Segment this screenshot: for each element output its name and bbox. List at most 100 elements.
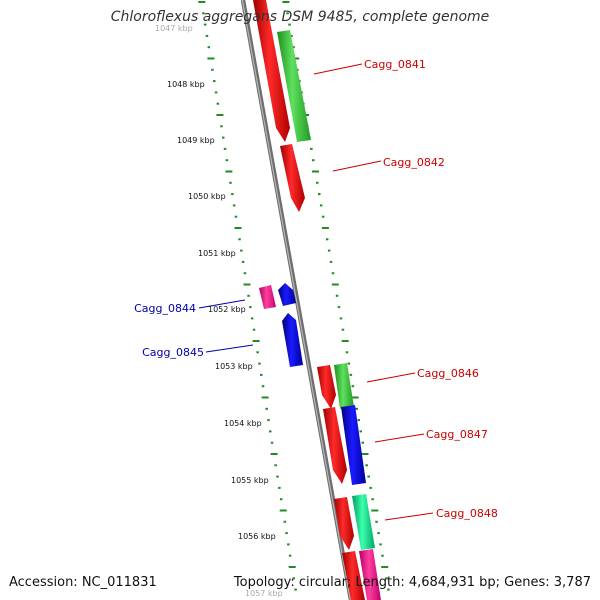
scale-tick-mark	[365, 464, 368, 467]
gene-label[interactable]: Cagg_0845	[142, 346, 204, 359]
scale-tick-mark	[285, 532, 288, 535]
scale-tick-mark	[325, 238, 329, 241]
scale-tick-mark	[292, 46, 295, 49]
scale-tick-mark	[351, 396, 359, 399]
scale-tick-mark	[202, 12, 205, 15]
scale-tick-mark	[286, 12, 289, 15]
leader-line	[332, 160, 382, 172]
scale-tick-mark	[261, 385, 265, 388]
scale-tick-mark	[241, 260, 245, 263]
scale-tick-mark	[283, 520, 286, 523]
accession-text: Accession: NC_011831	[9, 575, 157, 590]
scale-tick-mark	[231, 193, 234, 196]
scale-tick-mark	[258, 362, 261, 365]
gene-feature-green[interactable]	[334, 363, 354, 409]
scale-tick-mark	[216, 114, 224, 116]
scale-tick-mark	[234, 227, 242, 229]
scale-tick-mark	[243, 272, 247, 275]
scale-tick-mark	[337, 306, 341, 309]
scale-tick-mark	[331, 283, 339, 286]
scale-tick-mark	[288, 566, 296, 568]
scale-tick-mark	[267, 419, 270, 422]
scale-tick-marks	[198, 1, 390, 591]
scale-tick-mark	[222, 136, 225, 139]
scale-tick-mark	[234, 215, 238, 218]
gene-feature-red[interactable]	[317, 365, 336, 409]
scale-tick-label: 1049 kbp	[177, 136, 215, 145]
scale-tick-mark	[361, 441, 364, 444]
genome-summary-text: Topology: circular; Length: 4,684,931 bp…	[233, 575, 591, 590]
scale-tick-mark	[341, 328, 345, 331]
scale-tick-mark	[225, 170, 233, 173]
gene-label[interactable]: Cagg_0844	[134, 302, 196, 315]
scale-tick-label: 1054 kbp	[224, 419, 262, 428]
scale-tick-mark	[359, 430, 362, 433]
gene-label[interactable]: Cagg_0846	[417, 367, 479, 380]
scale-tick-mark	[223, 147, 227, 150]
scale-tick-mark	[351, 385, 355, 388]
gene-label[interactable]: Cagg_0848	[436, 507, 498, 520]
gene-feature-pink[interactable]	[359, 549, 381, 600]
scale-tick-mark	[213, 80, 216, 83]
gene-label[interactable]: Cagg_0842	[383, 156, 445, 169]
scale-tick-mark	[198, 1, 206, 3]
scale-tick-mark	[278, 486, 281, 489]
scale-tick-label: 1057 kbp	[245, 589, 283, 598]
gene-label[interactable]: Cagg_0841	[364, 58, 426, 71]
scale-tick-mark	[211, 68, 214, 71]
gene-feature-red[interactable]	[253, 0, 290, 142]
scale-tick-mark	[327, 249, 331, 252]
leader-line	[198, 299, 246, 309]
scale-tick-mark	[256, 351, 259, 354]
scale-tick-mark	[282, 1, 290, 3]
gene-features	[253, 0, 381, 600]
scale-tick-mark	[371, 509, 379, 512]
scale-tick-mark	[238, 238, 241, 241]
scale-tick-mark	[220, 125, 223, 128]
scale-tick-mark	[207, 57, 215, 60]
gene-feature-blue[interactable]	[341, 405, 366, 485]
scale-tick-mark	[205, 34, 209, 37]
scale-tick-mark	[349, 373, 353, 376]
leader-line	[366, 372, 416, 383]
scale-tick-mark	[355, 407, 358, 410]
scale-tick-mark	[321, 227, 329, 229]
gene-feature-red[interactable]	[334, 497, 354, 550]
gene-feature-red[interactable]	[342, 551, 365, 600]
scale-tick-mark	[377, 532, 380, 535]
gene-feature-blue[interactable]	[282, 313, 303, 367]
scale-tick-mark	[345, 351, 349, 354]
scale-tick-mark	[265, 407, 268, 410]
scale-tick-label: 1055 kbp	[231, 476, 269, 485]
scale-tick-mark	[369, 486, 372, 489]
scale-tick-mark	[294, 588, 297, 591]
gene-feature-red[interactable]	[280, 144, 305, 212]
scale-tick-mark	[270, 453, 278, 455]
scale-tick-label: 1050 kbp	[188, 192, 226, 201]
gene-feature-red[interactable]	[323, 407, 347, 484]
scale-tick-mark	[387, 588, 390, 591]
gene-label[interactable]: Cagg_0847	[426, 428, 488, 441]
scale-tick-mark	[229, 181, 232, 184]
gene-feature-green[interactable]	[277, 30, 311, 142]
gene-feature-pink[interactable]	[259, 285, 276, 309]
scale-tick-label: 1048 kbp	[167, 80, 205, 89]
scale-tick-mark	[247, 294, 250, 297]
scale-tick-mark	[321, 215, 325, 218]
scale-tick-mark	[367, 475, 370, 478]
scale-tick-mark	[312, 170, 319, 173]
scale-tick-mark	[252, 340, 260, 342]
leader-line	[374, 433, 425, 443]
scale-tick-mark	[375, 520, 378, 523]
scale-tick-mark	[287, 543, 290, 546]
scale-tick-mark	[261, 396, 269, 399]
scale-tick-mark	[318, 193, 321, 196]
gene-feature-teal[interactable]	[352, 494, 375, 550]
scale-tick-mark	[240, 249, 243, 252]
scale-tick-mark	[347, 362, 351, 365]
scale-tick-mark	[250, 317, 254, 320]
scale-tick-mark	[379, 543, 382, 546]
leader-line	[313, 63, 363, 75]
gene-feature-blue[interactable]	[278, 283, 296, 306]
